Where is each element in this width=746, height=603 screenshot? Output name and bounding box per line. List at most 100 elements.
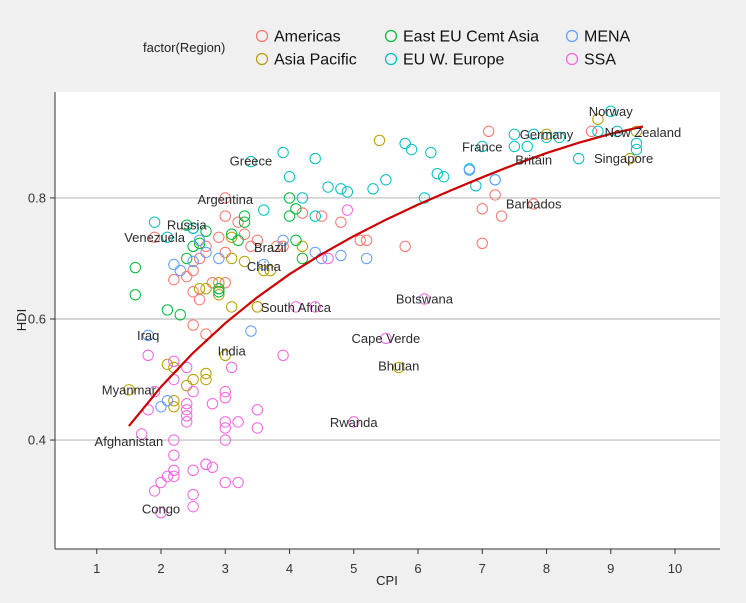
data-point-eu-w-europe	[296, 192, 309, 204]
data-point-ssa	[168, 434, 180, 446]
y-axis-ticks: 0.4 0.6 0.8	[28, 190, 55, 448]
data-point-asia-pacific	[540, 128, 553, 141]
legend-label: East EU Cemt Asia	[403, 29, 539, 46]
x-tick-label: 6	[414, 561, 421, 576]
data-point-americas	[399, 240, 411, 253]
point-label: India	[218, 344, 247, 359]
data-point-eu-w-europe	[380, 174, 392, 186]
data-point-mena	[187, 255, 199, 268]
data-point-americas	[206, 276, 219, 289]
x-axis-ticks: 1 2 3 4 5 6 7 8 9 10	[93, 549, 682, 576]
data-point-asia-pacific	[200, 373, 212, 386]
data-point-ssa	[168, 449, 180, 461]
data-point-ssa	[219, 434, 231, 446]
data-point-eu-w-europe	[527, 128, 540, 141]
data-point-americas	[200, 240, 212, 253]
data-point-eu-w-europe	[508, 140, 521, 153]
x-tick-label: 5	[350, 561, 357, 576]
point-label: France	[462, 140, 502, 155]
data-point-ssa	[187, 488, 199, 501]
gridlines	[55, 197, 720, 441]
legend-label: EU W. Europe	[403, 52, 504, 69]
data-point-mena	[335, 249, 347, 262]
data-point-ssa	[219, 385, 231, 398]
data-point-eu-w-europe	[309, 210, 321, 222]
data-point-mena	[213, 252, 225, 265]
legend-key-icon	[255, 52, 269, 66]
point-label: Greece	[230, 154, 273, 169]
data-point-ssa	[155, 476, 167, 489]
point-label: Germany	[520, 127, 574, 142]
data-point-asia-pacific	[161, 358, 174, 371]
data-point-americas	[219, 276, 231, 289]
data-point-americas	[245, 240, 257, 253]
data-point-ssa	[206, 461, 219, 473]
point-label: South Africa	[261, 300, 332, 315]
data-point-ssa	[418, 293, 431, 305]
data-point-east-eu-cemt-asia	[283, 192, 296, 204]
data-point-americas	[213, 231, 225, 243]
data-point-mena	[161, 395, 174, 407]
point-label: Singapore	[594, 151, 653, 166]
point-label: Barbados	[506, 196, 562, 211]
data-point-east-eu-cemt-asia	[290, 234, 302, 246]
data-point-asia-pacific	[187, 373, 199, 386]
data-point-ssa	[309, 301, 321, 313]
data-point-asia-pacific	[393, 361, 405, 374]
data-point-ssa	[168, 470, 180, 483]
data-point-asia-pacific	[238, 255, 251, 268]
data-point-asia-pacific	[624, 152, 636, 165]
data-point-asia-pacific	[168, 401, 180, 413]
data-point-east-eu-cemt-asia	[290, 203, 302, 215]
data-point-ssa	[181, 398, 193, 410]
data-point-asia-pacific	[213, 276, 225, 289]
data-point-east-eu-cemt-asia	[129, 261, 142, 274]
data-point-ssa	[181, 361, 193, 374]
data-point-eu-w-europe	[309, 152, 321, 165]
data-point-mena	[489, 174, 501, 186]
data-point-americas	[354, 234, 366, 246]
data-point-americas	[270, 240, 283, 253]
legend-key-icon	[255, 29, 269, 43]
point-label: Venezuela	[124, 230, 185, 245]
y-tick-label: 0.6	[28, 311, 46, 326]
legend-key-icon	[384, 52, 398, 66]
data-point-eu-w-europe	[508, 128, 521, 141]
data-point-mena	[168, 258, 180, 271]
point-label: Russia	[167, 218, 208, 233]
data-point-ssa	[380, 332, 392, 345]
plot-panel	[55, 92, 720, 549]
data-point-ssa	[187, 464, 199, 477]
data-point-ssa	[142, 349, 154, 362]
data-point-asia-pacific	[251, 301, 264, 313]
y-tick-label: 0.8	[28, 190, 46, 205]
data-point-asia-pacific	[225, 252, 238, 265]
x-tick-label: 7	[479, 561, 486, 576]
data-point-eu-w-europe	[630, 137, 643, 150]
point-label: Norway	[589, 104, 634, 119]
data-point-asia-pacific	[219, 349, 231, 362]
data-point-ssa	[187, 385, 199, 398]
data-point-ssa	[277, 349, 289, 362]
data-point-ssa	[251, 404, 264, 416]
data-point-mena	[193, 234, 206, 246]
data-point-east-eu-cemt-asia	[174, 309, 186, 321]
data-point-americas	[193, 252, 206, 265]
point-label: Rwanda	[330, 415, 378, 430]
data-point-mena	[360, 252, 373, 265]
legend: factor(Region) Americas Asia Pacific East …	[143, 29, 631, 69]
point-label: Myanmar	[102, 382, 157, 397]
data-point-east-eu-cemt-asia	[225, 228, 238, 240]
data-point-east-eu-cemt-asia	[232, 234, 244, 246]
x-tick-label: 2	[157, 561, 164, 576]
data-point-asia-pacific	[200, 283, 212, 295]
data-point-east-eu-cemt-asia	[283, 210, 296, 222]
data-point-americas	[238, 228, 251, 240]
data-point-eu-w-europe	[431, 168, 443, 180]
data-point-americas	[187, 264, 199, 277]
data-point-mena	[463, 164, 476, 176]
data-point-asia-pacific	[630, 125, 643, 138]
point-label: Argentina	[197, 192, 253, 207]
point-label: Cape Verde	[352, 331, 421, 346]
data-point-ssa	[348, 416, 360, 428]
